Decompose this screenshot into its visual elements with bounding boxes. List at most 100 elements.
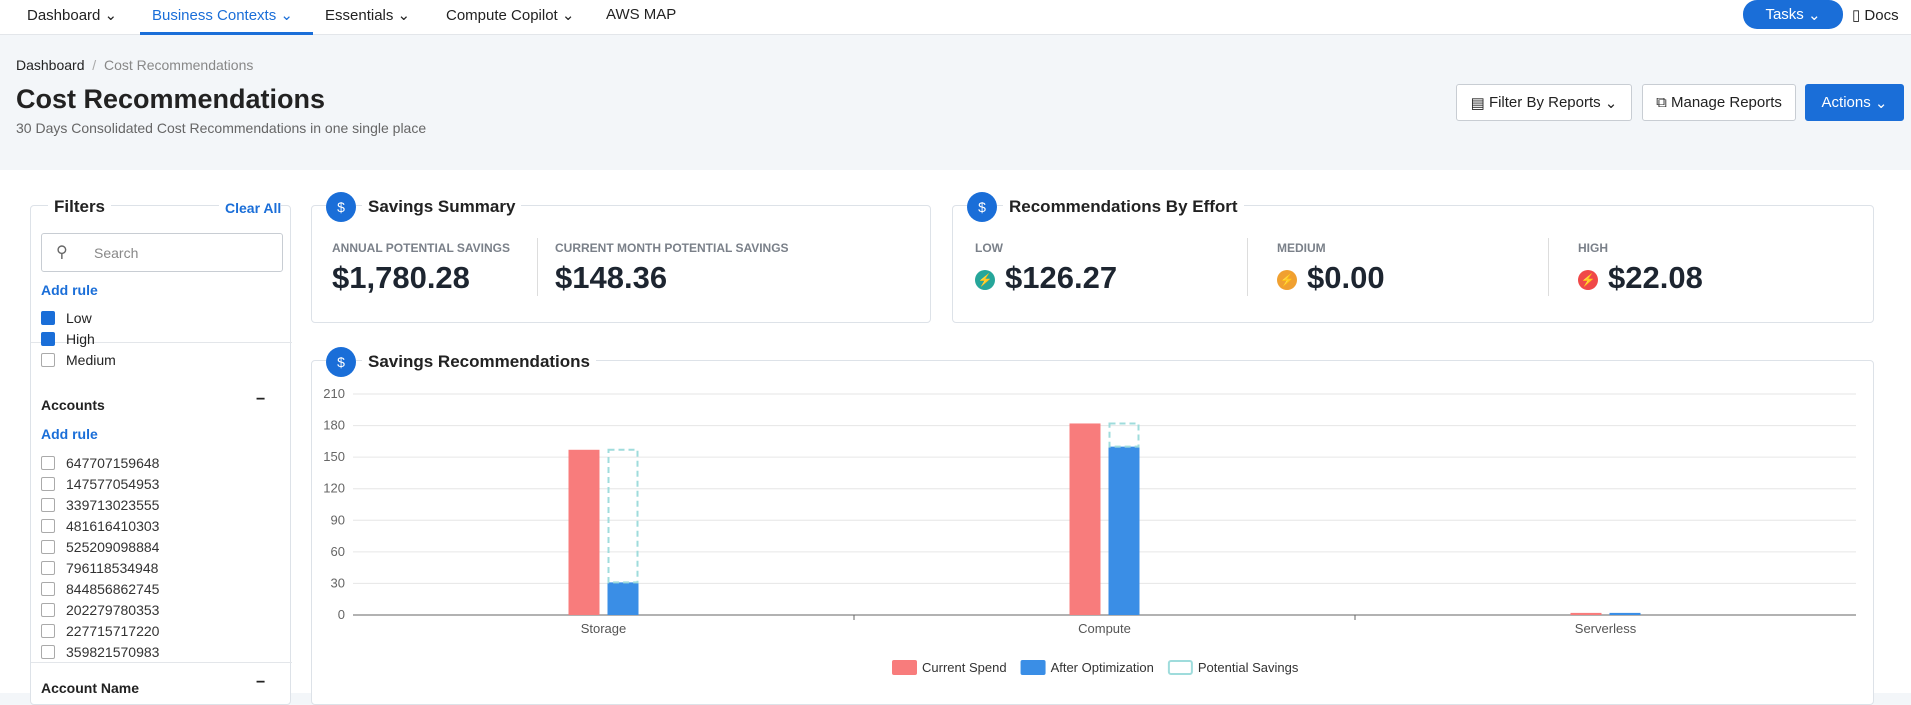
docs-link[interactable]: ▯ Docs — [1852, 7, 1899, 24]
collapse-icon[interactable]: − — [256, 391, 266, 408]
checkbox[interactable] — [41, 540, 55, 554]
metric-value: $1,780.28 — [332, 260, 470, 295]
x-tick-label: Serverless — [1575, 621, 1637, 636]
accounts-title: Accounts — [41, 397, 105, 413]
crumb[interactable]: Dashboard — [16, 57, 85, 73]
y-tick-label: 120 — [323, 481, 345, 496]
icon: $ — [967, 192, 997, 222]
account-id: 147577054953 — [66, 476, 160, 492]
legend-label: Current Spend — [922, 660, 1007, 675]
filters-title: Filters — [48, 197, 112, 217]
checkbox[interactable] — [41, 645, 55, 659]
metric-label: HIGH — [1578, 241, 1608, 255]
legend-swatch — [1020, 660, 1046, 675]
filter-reports-button[interactable]: ▤ Filter By Reports ⌄ — [1456, 84, 1632, 121]
checkbox[interactable] — [41, 477, 55, 491]
y-tick-label: 180 — [323, 418, 345, 433]
effort-icon: ⚡ — [1277, 270, 1297, 290]
y-tick-label: 150 — [323, 449, 345, 464]
account-id: 339713023555 — [66, 497, 160, 513]
button-label: Actions — [1821, 94, 1871, 111]
search-box[interactable]: ⚲ Search — [41, 233, 283, 272]
legend-swatch — [1167, 660, 1193, 675]
checkbox-label: High — [66, 331, 95, 347]
icon: $ — [326, 347, 356, 377]
y-tick-label: 30 — [331, 575, 345, 590]
effort-icon: ⚡ — [975, 270, 995, 290]
nav-item[interactable]: Dashboard ⌄ — [27, 7, 118, 24]
add-rule[interactable]: Add rule — [41, 282, 98, 298]
add-rule[interactable]: Add rule — [41, 426, 98, 442]
tasks-button[interactable]: Tasks ⌄ — [1743, 0, 1843, 29]
legend-label: After Optimization — [1051, 660, 1154, 675]
filters-panel: Filters Clear All ⚲ Search Add rule Accou… — [30, 197, 292, 705]
search-placeholder: Search — [94, 245, 139, 261]
nav-item[interactable]: Compute Copilot ⌄ — [446, 7, 575, 24]
tasks-label: Tasks — [1765, 6, 1804, 23]
metric-value: $126.27 — [1005, 260, 1118, 295]
chart: 0 30 60 90 120 150 180 210 Storage Compute Serverl… — [323, 386, 1856, 675]
metric-value: $0.00 — [1307, 260, 1385, 295]
button-label: Filter By Reports — [1488, 94, 1601, 111]
icon: $ — [326, 192, 356, 222]
checkbox[interactable] — [41, 624, 55, 638]
nav-item[interactable]: Business Contexts ⌄ — [152, 7, 293, 24]
collapse-icon[interactable]: − — [256, 674, 266, 691]
manage-reports-button[interactable]: ⧉ Manage Reports — [1642, 84, 1796, 121]
savings-summary: $ Savings Summary ANNUAL POTENTIAL SAVIN… — [311, 192, 931, 323]
bar — [1108, 446, 1140, 615]
account-name-title: Account Name — [41, 680, 140, 696]
checkbox[interactable] — [41, 519, 55, 533]
checkbox-label: Medium — [66, 352, 116, 368]
button-label: Manage Reports — [1670, 94, 1782, 111]
card-title: Savings Summary — [362, 197, 522, 217]
account-id: 525209098884 — [66, 539, 160, 555]
metric-label: CURRENT MONTH POTENTIAL SAVINGS — [555, 241, 789, 255]
divider — [1548, 238, 1549, 296]
divider — [537, 238, 538, 296]
account-id: 202279780353 — [66, 602, 160, 618]
checkbox-label: Low — [66, 310, 92, 326]
bar — [1570, 612, 1602, 615]
account-id: 227715717220 — [66, 623, 160, 639]
clear-all[interactable]: Clear All — [219, 200, 282, 216]
bar — [1609, 612, 1641, 615]
checkbox[interactable] — [41, 561, 55, 575]
nav-item[interactable]: AWS MAP — [606, 6, 677, 23]
checkbox[interactable] — [41, 353, 55, 367]
actions-button[interactable]: Actions ⌄ — [1805, 84, 1904, 121]
y-tick-label: 90 — [331, 512, 345, 527]
checkbox[interactable] — [41, 603, 55, 617]
chart-title: Savings Recommendations — [362, 352, 597, 372]
account-id: 481616410303 — [66, 518, 160, 534]
y-tick-label: 60 — [331, 544, 345, 559]
page-title: Cost Recommendations — [16, 84, 326, 114]
metric-value: $22.08 — [1608, 260, 1703, 295]
checkbox[interactable] — [41, 311, 55, 325]
account-id: 647707159648 — [66, 455, 160, 471]
top-nav: Dashboard ⌄ Business Contexts ⌄ Essentials… — [0, 0, 1911, 35]
docs-label: Docs — [1864, 7, 1899, 24]
bar-segment — [607, 448, 639, 584]
metric-label: MEDIUM — [1277, 241, 1326, 255]
nav-item[interactable]: Essentials ⌄ — [325, 7, 411, 24]
card-title: Recommendations By Effort — [1003, 197, 1244, 217]
checkbox[interactable] — [41, 332, 55, 346]
active-underline — [140, 32, 313, 35]
metric-value: $148.36 — [555, 260, 668, 295]
metric-label: ANNUAL POTENTIAL SAVINGS — [332, 241, 511, 255]
checkbox[interactable] — [41, 498, 55, 512]
checkbox[interactable] — [41, 456, 55, 470]
legend-swatch — [892, 660, 917, 675]
checkbox[interactable] — [41, 582, 55, 596]
y-tick-label: 0 — [338, 607, 345, 622]
account-id: 359821570983 — [66, 644, 160, 660]
effort-icon: ⚡ — [1578, 270, 1598, 290]
crumb: Cost Recommendations — [103, 57, 254, 73]
breadcrumb: Dashboard / Cost Recommendations — [16, 57, 254, 73]
bar — [607, 582, 639, 615]
bar-segment — [1108, 422, 1140, 448]
divider — [1247, 238, 1248, 296]
effort-summary: $ Recommendations By Effort LOW ⚡ $126.27 M… — [952, 192, 1874, 323]
